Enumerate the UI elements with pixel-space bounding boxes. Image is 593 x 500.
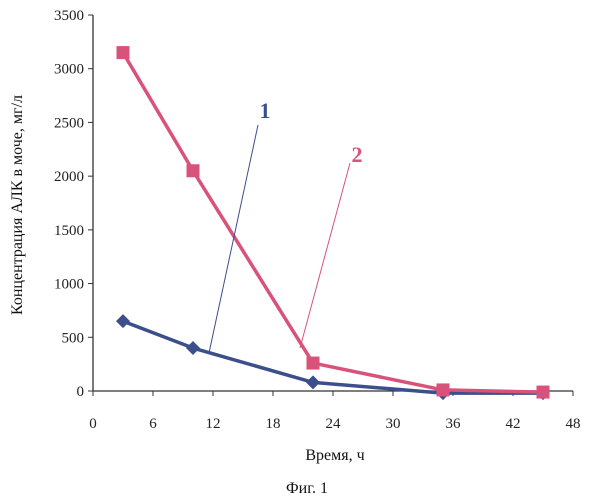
y-tick-label: 0 <box>77 384 85 400</box>
y-tick-label: 1000 <box>54 277 84 293</box>
data-point <box>117 46 130 59</box>
x-tick-label: 42 <box>506 416 521 432</box>
y-tick-label: 1500 <box>54 223 84 239</box>
data-point <box>186 341 200 355</box>
series-layer <box>116 46 550 400</box>
data-point <box>116 314 130 328</box>
callouts: 12 <box>209 98 363 353</box>
x-tick-label: 36 <box>446 416 462 432</box>
y-tick-label: 2000 <box>54 169 84 185</box>
x-axis-title: Время, ч <box>305 447 364 464</box>
x-tick-label: 48 <box>566 416 581 432</box>
x-tick-label: 0 <box>89 416 97 432</box>
x-tick-label: 12 <box>206 416 221 432</box>
data-point <box>187 164 200 177</box>
series-label: 1 <box>260 98 271 123</box>
series-2 <box>117 46 550 398</box>
data-point <box>437 383 450 396</box>
series-line <box>123 53 543 392</box>
x-tick-label: 30 <box>386 416 401 432</box>
series-label: 2 <box>352 142 363 167</box>
callout-leader <box>209 125 258 353</box>
data-point <box>307 357 320 370</box>
callout-leader <box>300 163 350 348</box>
y-tick-label: 3000 <box>54 62 84 78</box>
figure-caption: Фиг. 1 <box>286 480 328 497</box>
y-tick-label: 500 <box>62 330 85 346</box>
data-point <box>306 375 320 389</box>
y-axis-title: Концентрация АЛК в моче, мг/л <box>9 95 26 315</box>
x-tick-label: 18 <box>266 416 281 432</box>
series-1 <box>116 314 550 400</box>
x-tick-label: 24 <box>326 416 342 432</box>
x-tick-label: 6 <box>149 416 157 432</box>
y-tick-label: 3500 <box>54 8 84 24</box>
series-line <box>123 321 543 393</box>
data-point <box>537 386 550 399</box>
y-tick-label: 2500 <box>54 115 84 131</box>
